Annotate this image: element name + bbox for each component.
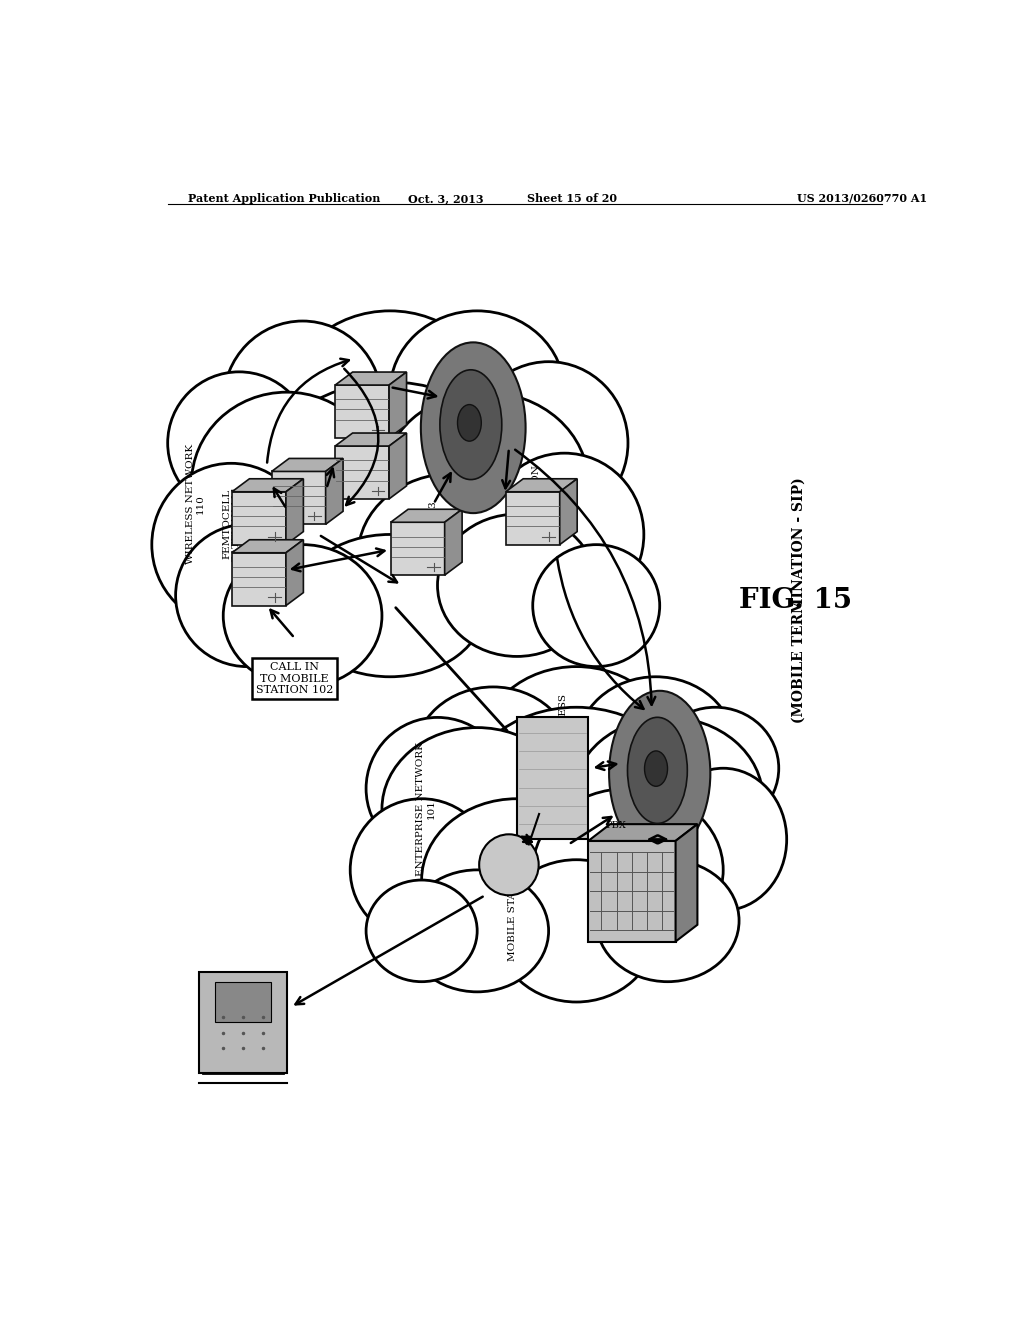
Text: (MOBILE TERMINATION - SIP): (MOBILE TERMINATION - SIP): [792, 478, 806, 723]
Ellipse shape: [532, 545, 659, 667]
Ellipse shape: [223, 321, 382, 483]
Ellipse shape: [287, 312, 494, 494]
Polygon shape: [588, 824, 697, 841]
Text: PBX 104: PBX 104: [665, 845, 674, 891]
Text: HLR 113: HLR 113: [428, 500, 437, 548]
Ellipse shape: [651, 708, 779, 829]
Ellipse shape: [358, 474, 549, 636]
Ellipse shape: [485, 453, 644, 615]
Text: DESKTOP
PHONE 205: DESKTOP PHONE 205: [211, 1053, 275, 1072]
Polygon shape: [271, 471, 326, 524]
Ellipse shape: [628, 717, 687, 824]
Ellipse shape: [458, 708, 695, 911]
Ellipse shape: [469, 362, 628, 524]
Polygon shape: [215, 982, 270, 1022]
Text: Oct. 3, 2013: Oct. 3, 2013: [408, 193, 483, 205]
Ellipse shape: [458, 404, 481, 441]
Text: Patent Application Publication: Patent Application Publication: [187, 193, 380, 205]
Polygon shape: [326, 458, 343, 524]
Ellipse shape: [240, 483, 445, 647]
Ellipse shape: [497, 859, 655, 1002]
Ellipse shape: [481, 667, 672, 829]
Text: "FEMTOCELL" ACCESS
POINT 103: "FEMTOCELL" ACCESS POINT 103: [559, 694, 579, 822]
Ellipse shape: [479, 834, 539, 895]
Ellipse shape: [577, 677, 735, 818]
Polygon shape: [335, 433, 407, 446]
Ellipse shape: [152, 463, 310, 626]
Ellipse shape: [596, 859, 739, 982]
Polygon shape: [676, 824, 697, 941]
Polygon shape: [588, 841, 676, 941]
Ellipse shape: [366, 880, 477, 982]
Ellipse shape: [422, 799, 612, 961]
Text: DESTINATION
GATEWAY
202: DESTINATION GATEWAY 202: [531, 465, 561, 544]
Ellipse shape: [295, 535, 485, 677]
Polygon shape: [391, 510, 462, 523]
Polygon shape: [286, 540, 303, 606]
Polygon shape: [335, 372, 407, 385]
Ellipse shape: [382, 392, 588, 576]
Text: ENTERPRISE NETWORK
101: ENTERPRISE NETWORK 101: [416, 742, 435, 876]
Polygon shape: [389, 372, 407, 438]
Ellipse shape: [572, 718, 763, 880]
Text: WIRELESS NETWORK
110: WIRELESS NETWORK 110: [185, 444, 205, 564]
Polygon shape: [391, 523, 444, 576]
Text: ENTERPRISE
GATEWAY
SERVER 105: ENTERPRISE GATEWAY SERVER 105: [656, 722, 686, 795]
Text: FIG. 15: FIG. 15: [739, 587, 852, 614]
Polygon shape: [517, 718, 588, 840]
Ellipse shape: [532, 788, 723, 952]
Polygon shape: [335, 385, 389, 438]
Ellipse shape: [644, 751, 668, 787]
Polygon shape: [560, 479, 578, 545]
Ellipse shape: [414, 686, 572, 829]
Text: GMSC 115: GMSC 115: [282, 500, 291, 558]
Ellipse shape: [168, 372, 310, 515]
Text: CARRIER
GATEWAY
SERVER 114: CARRIER GATEWAY SERVER 114: [469, 384, 499, 451]
Polygon shape: [232, 540, 303, 553]
Text: PBX: PBX: [606, 821, 627, 830]
Polygon shape: [232, 553, 286, 606]
Polygon shape: [232, 492, 286, 545]
Ellipse shape: [440, 370, 502, 479]
Polygon shape: [506, 492, 560, 545]
Ellipse shape: [390, 312, 564, 474]
Polygon shape: [232, 479, 303, 492]
Ellipse shape: [437, 515, 596, 656]
Ellipse shape: [350, 799, 494, 941]
Text: MSC 112: MSC 112: [359, 438, 369, 488]
Ellipse shape: [367, 718, 509, 859]
Polygon shape: [444, 510, 462, 576]
Polygon shape: [506, 479, 578, 492]
Ellipse shape: [176, 524, 318, 667]
Text: FEMTOCELL
GATEWAY 111: FEMTOCELL GATEWAY 111: [222, 486, 242, 562]
Ellipse shape: [382, 727, 572, 890]
Polygon shape: [389, 433, 407, 499]
Text: US 2013/0260770 A1: US 2013/0260770 A1: [797, 193, 927, 205]
Polygon shape: [271, 458, 343, 471]
Ellipse shape: [223, 545, 382, 686]
Polygon shape: [200, 972, 287, 1073]
Polygon shape: [286, 479, 303, 545]
Text: Sheet 15 of 20: Sheet 15 of 20: [527, 193, 617, 205]
Ellipse shape: [609, 690, 711, 855]
Polygon shape: [335, 446, 389, 499]
Text: MOBILE STATION 102: MOBILE STATION 102: [508, 840, 517, 961]
Ellipse shape: [659, 768, 786, 911]
Ellipse shape: [421, 342, 525, 513]
Ellipse shape: [255, 381, 525, 606]
Text: CALL IN
TO MOBILE
STATION 102: CALL IN TO MOBILE STATION 102: [256, 663, 334, 696]
Ellipse shape: [191, 392, 382, 576]
Ellipse shape: [406, 870, 549, 991]
